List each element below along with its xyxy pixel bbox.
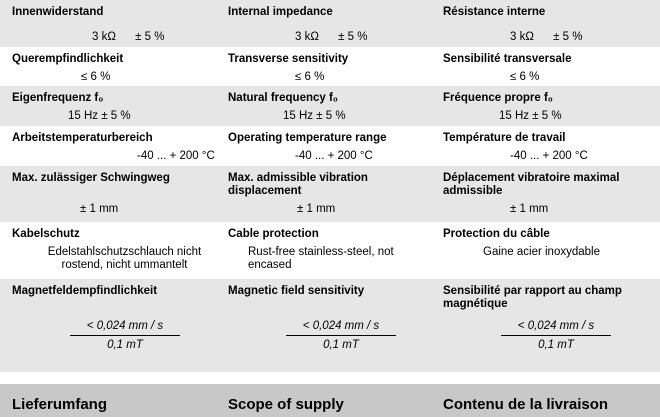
fraction-denominator: 0,1 mT bbox=[538, 339, 574, 351]
spec-value: 15 Hz ± 5 % bbox=[499, 110, 562, 122]
spec-label: Innenwiderstand bbox=[12, 6, 104, 18]
spec-label: Natural frequency f₀ bbox=[228, 92, 338, 104]
spec-table: Innenwiderstand 3 kΩ ± 5 % Internal impe… bbox=[0, 0, 660, 372]
spec-value: 3 kΩ ± 5 % bbox=[510, 31, 583, 43]
spec-row-frequency: Eigenfrequenz f₀ 15 Hz ± 5 % Natural fre… bbox=[0, 86, 660, 126]
spec-value: -40 ... + 200 °C bbox=[137, 150, 215, 162]
scope-heading-de: Lieferumfang bbox=[12, 396, 108, 413]
spec-value: Gaine acier inoxydable bbox=[483, 246, 600, 258]
spec-label: Internal impedance bbox=[228, 6, 333, 18]
spec-label: Arbeitstemperaturbereich bbox=[12, 132, 153, 144]
spec-label: Kabelschutz bbox=[12, 228, 80, 240]
spec-label: Max. admissible vibration displacement bbox=[228, 172, 368, 197]
spec-label: Magnetfeldempfindlichkeit bbox=[12, 285, 158, 297]
spec-value: -40 ... + 200 °C bbox=[510, 150, 588, 162]
section-gap bbox=[0, 372, 660, 384]
spec-label: Operating temperature range bbox=[228, 132, 387, 144]
spec-row-magnetic: Magnetfeldempfindlichkeit < 0,024 mm / s… bbox=[0, 279, 660, 372]
spec-value: 3 kΩ ± 5 % bbox=[92, 31, 165, 43]
magnetic-fraction: < 0,024 mm / s 0,1 mT bbox=[70, 320, 180, 352]
spec-row-cable: Kabelschutz Edelstahlschutzschlauch nich… bbox=[0, 222, 660, 279]
spec-label: Max. zulässiger Schwingweg bbox=[12, 172, 170, 184]
fraction-denominator: 0,1 mT bbox=[107, 339, 143, 351]
spec-value: ≤ 6 % bbox=[510, 71, 540, 83]
fraction-numerator: < 0,024 mm / s bbox=[70, 320, 180, 336]
fraction-numerator: < 0,024 mm / s bbox=[501, 320, 611, 336]
spec-value: 3 kΩ ± 5 % bbox=[295, 31, 368, 43]
scope-heading-en: Scope of supply bbox=[228, 396, 344, 413]
spec-row-temperature: Arbeitstemperaturbereich -40 ... + 200 °… bbox=[0, 126, 660, 166]
spec-label: Magnetic field sensitivity bbox=[228, 285, 365, 297]
spec-row-displacement: Max. zulässiger Schwingweg ± 1 mm Max. a… bbox=[0, 166, 660, 222]
spec-label: Querempfindlichkeit bbox=[12, 53, 124, 65]
spec-label: Déplacement vibratoire maximal admissibl… bbox=[443, 172, 620, 197]
spec-row-impedance: Innenwiderstand 3 kΩ ± 5 % Internal impe… bbox=[0, 0, 660, 47]
spec-value: ± 1 mm bbox=[297, 203, 336, 215]
scope-of-supply-header: Lieferumfang Scope of supply Contenu de … bbox=[0, 384, 660, 417]
spec-value: ± 1 mm bbox=[80, 203, 119, 215]
spec-value: 15 Hz ± 5 % bbox=[283, 110, 346, 122]
spec-value: ± 1 mm bbox=[510, 203, 549, 215]
spec-label: Résistance interne bbox=[443, 6, 546, 18]
spec-label: Protection du câble bbox=[443, 228, 550, 240]
spec-value: 15 Hz ± 5 % bbox=[68, 110, 131, 122]
magnetic-fraction: < 0,024 mm / s 0,1 mT bbox=[286, 320, 396, 352]
scope-heading-fr: Contenu de la livraison bbox=[443, 396, 609, 413]
spec-label: Eigenfrequenz f₀ bbox=[12, 92, 104, 104]
spec-label: Température de travail bbox=[443, 132, 566, 144]
spec-value: ≤ 6 % bbox=[81, 71, 111, 83]
spec-label: Transverse sensitivity bbox=[228, 53, 349, 65]
spec-label: Sensibilité par rapport au champ magnéti… bbox=[443, 285, 622, 310]
spec-label: Sensibilité transversale bbox=[443, 53, 572, 65]
spec-label: Fréquence propre f₀ bbox=[443, 92, 553, 104]
spec-value: -40 ... + 200 °C bbox=[295, 150, 373, 162]
fraction-denominator: 0,1 mT bbox=[323, 339, 359, 351]
spec-value: Rust-free stainless-steel, not encased bbox=[248, 246, 394, 271]
spec-value: Edelstahlschutzschlauch nicht rostend, n… bbox=[47, 246, 202, 271]
spec-value: ≤ 6 % bbox=[295, 71, 325, 83]
fraction-numerator: < 0,024 mm / s bbox=[286, 320, 396, 336]
spec-row-transverse: Querempfindlichkeit ≤ 6 % Transverse sen… bbox=[0, 47, 660, 86]
spec-label: Cable protection bbox=[228, 228, 319, 240]
magnetic-fraction: < 0,024 mm / s 0,1 mT bbox=[501, 320, 611, 352]
